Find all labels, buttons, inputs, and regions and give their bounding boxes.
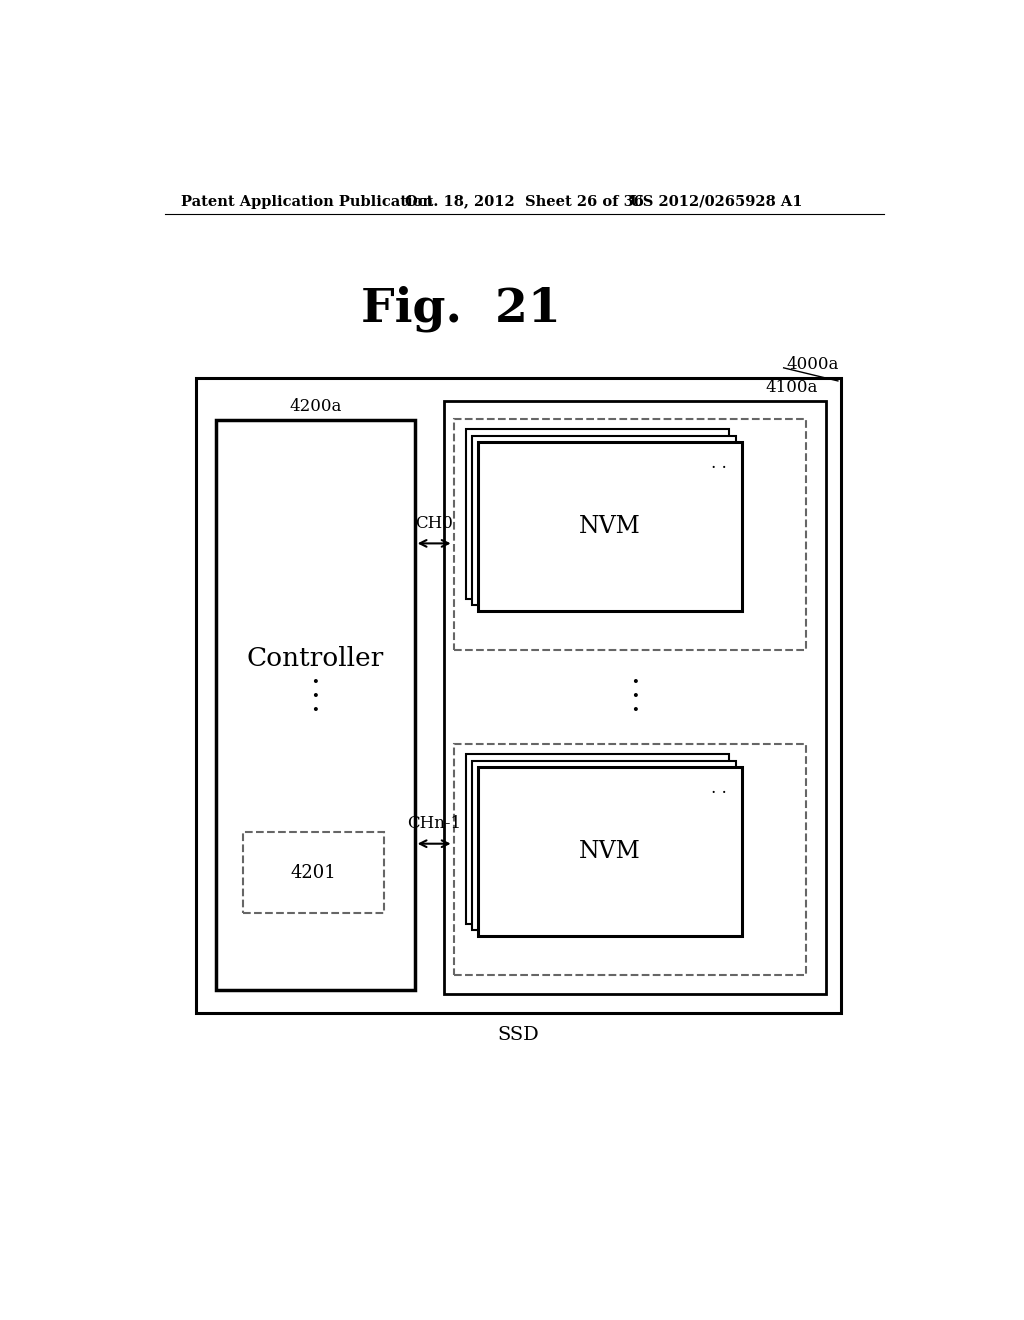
Bar	[454, 743, 806, 974]
Text: ·: ·	[310, 668, 321, 700]
Text: . .: . .	[711, 455, 726, 471]
Text: NVM: NVM	[580, 515, 641, 539]
Bar	[197, 378, 841, 1014]
Bar	[454, 418, 806, 649]
Text: 4100a: 4100a	[765, 379, 818, 396]
Bar	[444, 401, 825, 994]
Bar	[478, 442, 741, 611]
Text: CHn-1: CHn-1	[408, 816, 461, 832]
Bar	[466, 755, 729, 924]
Text: ·: ·	[310, 696, 321, 727]
Text: SSD: SSD	[498, 1026, 540, 1044]
Bar	[472, 436, 735, 605]
Text: 4200a: 4200a	[289, 397, 341, 414]
Bar	[243, 832, 384, 913]
Text: 4000a: 4000a	[786, 356, 839, 374]
Text: Oct. 18, 2012  Sheet 26 of 36: Oct. 18, 2012 Sheet 26 of 36	[406, 194, 644, 209]
Bar	[472, 760, 735, 929]
Bar	[216, 420, 415, 990]
Text: CH0: CH0	[415, 515, 453, 532]
Text: Controller: Controller	[247, 647, 384, 672]
Text: ·: ·	[630, 696, 640, 727]
Text: ·: ·	[630, 682, 640, 713]
Bar	[466, 429, 729, 599]
Text: NVM: NVM	[580, 840, 641, 863]
Bar	[478, 767, 741, 936]
Text: 4201: 4201	[291, 863, 336, 882]
Text: ·: ·	[310, 682, 321, 713]
Text: . .: . .	[711, 780, 726, 797]
Text: Fig.  21: Fig. 21	[361, 285, 561, 331]
Text: Patent Application Publication: Patent Application Publication	[180, 194, 433, 209]
Text: US 2012/0265928 A1: US 2012/0265928 A1	[630, 194, 803, 209]
Text: ·: ·	[630, 668, 640, 700]
